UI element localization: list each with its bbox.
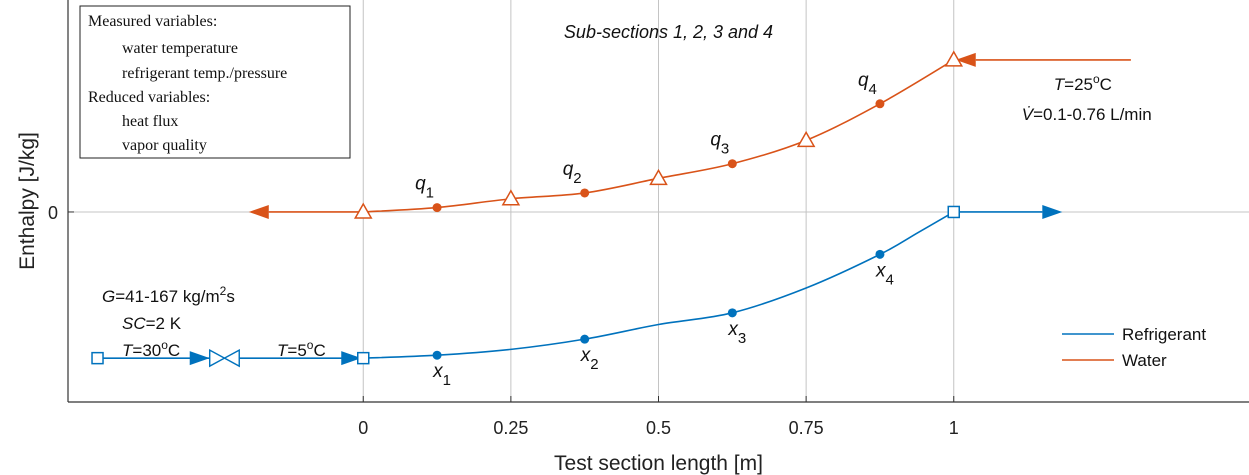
legend-item-vapor-quality: vapor quality	[122, 137, 207, 154]
vapor-quality-marker	[875, 249, 885, 259]
vapor-quality-label: x2	[580, 345, 599, 373]
legend-reduced-header: Reduced variables:	[88, 89, 210, 106]
legend-refrigerant-label: Refrigerant	[1122, 325, 1206, 344]
legend-item-refrigerant: refrigerant temp./pressure	[122, 65, 287, 82]
legend-water-label: Water	[1122, 351, 1167, 370]
x-tick-label: 0.25	[493, 418, 528, 438]
vapor-quality-label: x1	[432, 361, 451, 389]
refrigerant-inlet-temperature: T=30oC	[122, 338, 180, 360]
post-valve-temperature: T=5oC	[277, 338, 326, 360]
water-inlet-flowrate: V̇=0.1-0.76 L/min	[1022, 105, 1152, 124]
valve-right-triangle	[223, 348, 240, 368]
refrigerant-outlet-arrow	[1042, 204, 1063, 219]
vapor-quality-marker	[727, 308, 737, 318]
water-inlet-arrow	[955, 52, 976, 67]
refrigerant-mass-flux: G=41-167 kg/m2s	[102, 284, 235, 306]
heat-flux-marker	[580, 188, 590, 198]
x-tick-label: 0.5	[646, 418, 671, 438]
chart-title: Sub-sections 1, 2, 3 and 4	[564, 22, 773, 42]
refrigerant-temp-pressure-marker	[357, 351, 370, 365]
heat-flux-marker	[432, 203, 442, 213]
x-tick-label: 0	[358, 418, 368, 438]
heat-flux-label: q2	[563, 159, 582, 187]
refrigerant-curve	[363, 211, 955, 359]
measured-reduced-legend	[79, 5, 351, 159]
water-temperature-marker	[649, 168, 668, 186]
heat-flux-label: q3	[710, 130, 729, 158]
legend-measured-header: Measured variables:	[88, 13, 217, 30]
water-temperature-marker	[944, 50, 964, 67]
vapor-quality-label: x4	[875, 260, 894, 288]
x-axis-label: Test section length [m]	[554, 452, 763, 475]
refrigerant-arrow	[341, 351, 362, 366]
x-tick-label: 0.75	[789, 418, 824, 438]
heat-flux-label: q1	[415, 174, 434, 202]
heat-flux-label: q4	[858, 70, 877, 98]
y-tick-label: 0	[48, 203, 58, 223]
legend-item-water-temperature: water temperature	[122, 40, 238, 57]
water-temperature-marker	[796, 130, 816, 148]
refrigerant-subcooling: SC=2 K	[122, 314, 182, 333]
valve-left-triangle	[209, 348, 226, 368]
water-outlet-arrow	[248, 204, 269, 219]
vapor-quality-label: x3	[727, 319, 746, 347]
refrigerant-temp-pressure-marker	[91, 351, 104, 365]
x-tick-label: 1	[949, 418, 959, 438]
y-axis-label: Enthalpy [J/kg]	[16, 132, 39, 270]
legend-item-heat-flux: heat flux	[122, 113, 178, 130]
heat-flux-marker	[875, 99, 885, 109]
water-temperature-marker	[501, 189, 521, 206]
vapor-quality-marker	[432, 350, 442, 360]
water-inlet-temperature: T=25oC	[1054, 72, 1112, 94]
vapor-quality-marker	[580, 334, 590, 344]
heat-flux-marker	[727, 159, 737, 169]
refrigerant-temp-pressure-marker	[947, 205, 960, 219]
refrigerant-arrow	[189, 351, 210, 366]
water-temperature-marker	[353, 202, 373, 219]
